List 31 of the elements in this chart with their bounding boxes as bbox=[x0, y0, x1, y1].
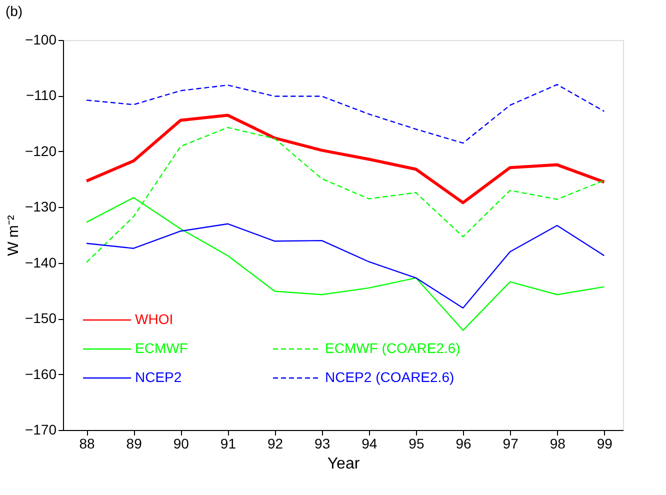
x-tick-label: 98 bbox=[550, 436, 566, 452]
line-series bbox=[85, 114, 606, 204]
y-tick-label: −170 bbox=[24, 422, 57, 438]
legend-label: ECMWF (COARE2.6) bbox=[325, 340, 460, 356]
chart-title: (b) bbox=[5, 3, 23, 19]
legend-label: WHOI bbox=[135, 311, 174, 327]
x-tick-label: 91 bbox=[220, 436, 236, 452]
y-tick-label: −140 bbox=[24, 254, 57, 270]
x-tick-label: 94 bbox=[362, 436, 378, 452]
x-tick-label: 95 bbox=[408, 436, 424, 452]
line-series bbox=[86, 84, 605, 144]
y-tick-label: −130 bbox=[24, 198, 57, 215]
y-tick-label: −110 bbox=[26, 87, 57, 104]
y-tick-label: −100 bbox=[24, 32, 57, 48]
y-tick-label: −120 bbox=[24, 142, 57, 159]
line-series bbox=[86, 223, 605, 309]
y-axis-title: W m⁻² bbox=[4, 215, 22, 256]
x-tick-label: 88 bbox=[79, 436, 96, 452]
x-tick-label: 99 bbox=[596, 436, 613, 452]
legend-label: NCEP2 (COARE2.6) bbox=[325, 369, 454, 385]
x-tick-label: 96 bbox=[456, 436, 472, 452]
y-tick-label: −150 bbox=[24, 310, 57, 326]
x-tick-label: 90 bbox=[173, 436, 190, 452]
x-axis-title: Year bbox=[327, 456, 360, 472]
x-tick-label: 92 bbox=[267, 436, 284, 452]
x-tick-label: 97 bbox=[502, 436, 519, 452]
x-tick-label: 93 bbox=[314, 436, 330, 452]
y-tick-label: −160 bbox=[24, 366, 57, 382]
x-tick-label: 89 bbox=[126, 436, 142, 452]
legend-label: NCEP2 bbox=[135, 369, 182, 385]
legend-label: ECMWF bbox=[135, 340, 188, 356]
